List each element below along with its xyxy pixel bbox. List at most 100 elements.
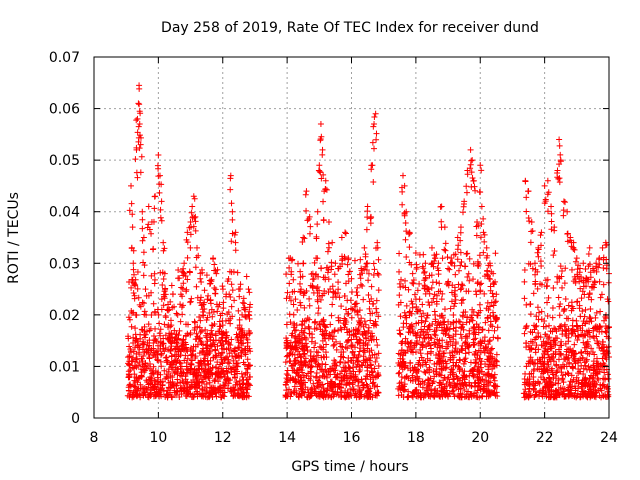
data-point <box>246 289 253 296</box>
data-point <box>314 290 321 297</box>
data-point <box>369 300 376 307</box>
data-point <box>307 352 314 359</box>
data-point <box>202 362 209 369</box>
data-point <box>222 378 229 385</box>
data-point <box>199 306 206 313</box>
data-point <box>603 329 610 336</box>
data-point <box>450 369 457 376</box>
data-point <box>197 317 204 324</box>
data-point <box>456 393 463 400</box>
data-point <box>217 383 224 390</box>
data-point <box>484 299 491 306</box>
data-point <box>485 366 492 373</box>
data-point <box>233 331 240 338</box>
data-point <box>197 338 204 345</box>
data-point <box>240 389 247 396</box>
data-point <box>580 260 587 267</box>
data-point <box>373 297 380 304</box>
data-point <box>418 354 425 361</box>
data-point <box>341 315 348 322</box>
data-point <box>329 336 336 343</box>
data-point <box>151 205 158 212</box>
data-point <box>318 344 325 351</box>
data-point <box>132 156 139 163</box>
data-point <box>428 345 435 352</box>
data-point <box>194 323 201 330</box>
data-point <box>130 389 137 396</box>
data-point <box>415 361 422 368</box>
data-point <box>283 387 290 394</box>
data-point <box>367 376 374 383</box>
data-point <box>357 393 364 400</box>
data-point <box>202 351 209 358</box>
data-point <box>150 363 157 370</box>
data-point <box>291 383 298 390</box>
data-point <box>228 281 235 288</box>
data-point <box>297 280 303 287</box>
data-point <box>183 286 190 293</box>
data-point <box>417 350 424 357</box>
data-point <box>450 251 457 258</box>
data-point <box>335 279 342 286</box>
data-point <box>481 334 488 341</box>
data-point <box>370 336 377 343</box>
data-point <box>541 182 548 189</box>
data-point <box>241 361 248 368</box>
data-point <box>341 324 348 331</box>
data-point <box>145 203 152 210</box>
data-point <box>452 296 459 303</box>
data-point <box>139 327 146 334</box>
data-point <box>142 334 149 341</box>
data-point <box>145 381 152 388</box>
data-point <box>162 332 169 339</box>
data-point <box>140 272 147 279</box>
data-point <box>309 270 316 277</box>
data-point <box>485 327 492 334</box>
data-point <box>160 335 167 342</box>
data-point <box>395 370 402 377</box>
data-point <box>405 343 412 350</box>
data-point <box>344 261 351 268</box>
data-point <box>146 342 153 349</box>
data-point <box>374 390 381 397</box>
data-point <box>140 338 147 345</box>
data-point <box>420 310 427 317</box>
data-point <box>474 371 481 378</box>
data-point <box>316 162 323 169</box>
data-point <box>466 382 473 389</box>
data-point <box>450 391 457 398</box>
data-point <box>482 360 489 367</box>
data-point <box>298 392 305 399</box>
data-point <box>414 367 421 374</box>
data-point <box>460 296 467 303</box>
data-point <box>148 370 155 377</box>
data-point <box>431 361 438 367</box>
data-point <box>142 367 149 374</box>
data-point <box>299 343 306 350</box>
data-point <box>367 220 374 227</box>
data-point <box>412 387 419 394</box>
data-point <box>530 290 537 297</box>
data-point <box>202 342 209 349</box>
data-point <box>134 115 141 122</box>
data-point <box>462 355 469 362</box>
data-point <box>227 186 234 193</box>
data-point <box>345 310 352 317</box>
data-point <box>132 344 139 351</box>
data-point <box>373 309 380 316</box>
data-point <box>407 339 414 346</box>
x-tick-label: 12 <box>214 430 232 446</box>
data-point <box>348 357 355 364</box>
data-point <box>318 265 325 272</box>
data-point <box>523 301 530 308</box>
data-point <box>421 277 428 284</box>
data-point <box>192 218 199 225</box>
data-point <box>457 286 464 293</box>
data-point <box>467 146 474 153</box>
data-point <box>139 208 146 215</box>
data-point <box>283 295 290 302</box>
data-point <box>130 266 137 273</box>
data-point <box>490 302 497 309</box>
data-point <box>368 214 375 221</box>
data-points <box>124 82 612 401</box>
